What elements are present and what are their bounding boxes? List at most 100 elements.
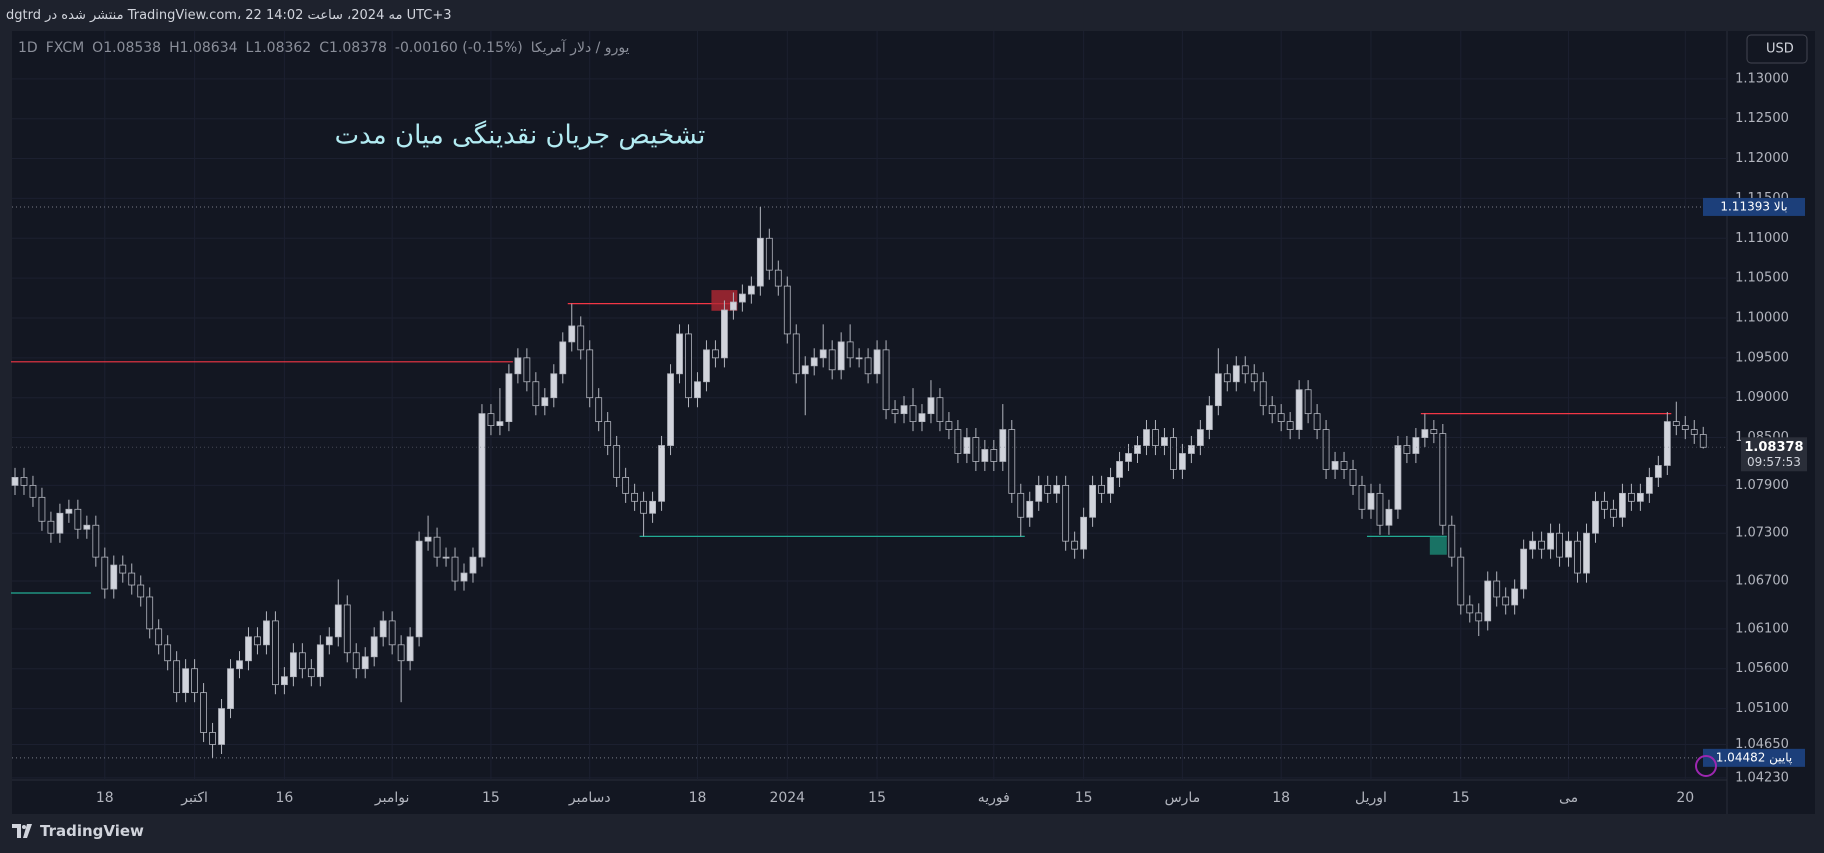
candle-body — [397, 644, 405, 662]
candle-body — [1376, 492, 1384, 526]
candle-body — [1152, 429, 1159, 446]
x-tick-label: 18 — [689, 790, 707, 806]
candle-body — [469, 556, 477, 574]
candle-body — [541, 397, 549, 407]
y-tick-label: 1.04650 — [1735, 737, 1789, 752]
candle-body — [1331, 461, 1339, 470]
candle-body — [1143, 429, 1150, 446]
candle-body — [29, 484, 37, 498]
candle-body — [586, 349, 594, 399]
ohlc-close: C1.08378 — [319, 40, 387, 56]
countdown: 09:57:53 — [1747, 455, 1801, 469]
candle-body — [1250, 373, 1258, 383]
candle-body — [954, 429, 962, 454]
candle-body — [676, 333, 683, 375]
candle-body — [972, 437, 980, 462]
y-tick-label: 1.09500 — [1735, 350, 1789, 365]
candle-body — [1349, 469, 1357, 486]
candle-body — [119, 564, 127, 574]
y-tick-label: 1.07900 — [1735, 478, 1789, 493]
candle-body — [1187, 445, 1195, 454]
candle-body — [173, 660, 181, 694]
candle-body — [1098, 484, 1105, 494]
candle-body — [1538, 540, 1545, 550]
candle-body — [1196, 429, 1204, 446]
extreme-label-box — [1703, 748, 1805, 767]
candle-body — [209, 732, 216, 745]
candle-body — [1672, 421, 1680, 426]
x-tick-label: نوامبر — [374, 790, 409, 806]
candle-body — [245, 636, 252, 662]
candle-body — [685, 333, 692, 399]
candle-body — [1313, 413, 1321, 430]
candle-body — [1448, 524, 1456, 558]
publisher-line: dgtrd منتشر شده در TradingView.com، 22 م… — [6, 8, 452, 23]
alert-icon[interactable] — [1695, 755, 1717, 777]
candle-body — [1394, 445, 1402, 510]
candle-body — [936, 397, 944, 423]
candle-body — [191, 668, 199, 694]
candle-body — [837, 341, 845, 371]
candle-body — [1466, 604, 1474, 614]
candle-body — [146, 596, 154, 630]
candle-body — [801, 365, 809, 375]
y-tick-label: 1.06100 — [1735, 621, 1789, 636]
candle-body — [406, 636, 414, 662]
candle-body — [74, 508, 82, 530]
candle-body — [442, 556, 450, 559]
brand-logo — [12, 824, 32, 838]
candle-body — [1493, 580, 1501, 598]
extreme-label-box — [1703, 197, 1805, 216]
candle-body — [1430, 429, 1438, 434]
y-tick-label: 1.07300 — [1735, 526, 1789, 541]
candle-body — [1179, 453, 1186, 470]
candle-body — [810, 357, 818, 367]
candle-body — [694, 381, 701, 399]
candle-body — [388, 620, 396, 646]
candle-body — [738, 293, 746, 303]
footer: TradingView — [12, 822, 144, 840]
candle-body — [1116, 461, 1123, 478]
candle-body — [1645, 477, 1653, 494]
candle-body — [945, 421, 953, 430]
y-tick-label: 1.09000 — [1735, 390, 1789, 405]
candle-body — [218, 708, 225, 745]
candle-body — [1619, 492, 1626, 518]
candle-body — [577, 325, 585, 351]
currency-button[interactable] — [1746, 34, 1808, 64]
candle-body — [703, 349, 710, 383]
candle-body — [1134, 445, 1141, 454]
candle-body — [882, 349, 890, 411]
candle-body — [1304, 389, 1312, 415]
candle-body — [999, 429, 1007, 462]
candle-body — [65, 508, 73, 514]
candle-body — [658, 445, 665, 502]
candle-body — [1268, 405, 1276, 415]
candle-body — [343, 604, 351, 654]
candle-body — [1089, 484, 1096, 518]
candle-body — [1511, 588, 1519, 606]
candle-body — [415, 540, 423, 638]
candle-body — [613, 445, 621, 478]
candle-body — [1583, 532, 1590, 574]
candle-body — [631, 492, 639, 502]
currency[interactable]: USD — [1766, 42, 1794, 57]
y-tick-label: 1.12000 — [1735, 151, 1789, 166]
candle-body — [11, 477, 19, 486]
candle-body — [451, 556, 459, 582]
candle-body — [1358, 484, 1366, 510]
candle-body — [101, 556, 109, 590]
candle-body — [424, 536, 432, 542]
candle-body — [1529, 540, 1537, 550]
symbol: یورو / دلار آمریکا — [530, 40, 630, 56]
candle-body — [1080, 516, 1088, 550]
candle-body — [1421, 429, 1429, 438]
candle-body — [1457, 556, 1465, 606]
y-tick-label: 1.10000 — [1735, 310, 1789, 325]
candle-body — [1062, 484, 1070, 542]
candle-body — [918, 413, 926, 423]
candle-body — [1556, 532, 1563, 558]
candle-body — [56, 512, 64, 534]
candle-body — [595, 397, 603, 423]
